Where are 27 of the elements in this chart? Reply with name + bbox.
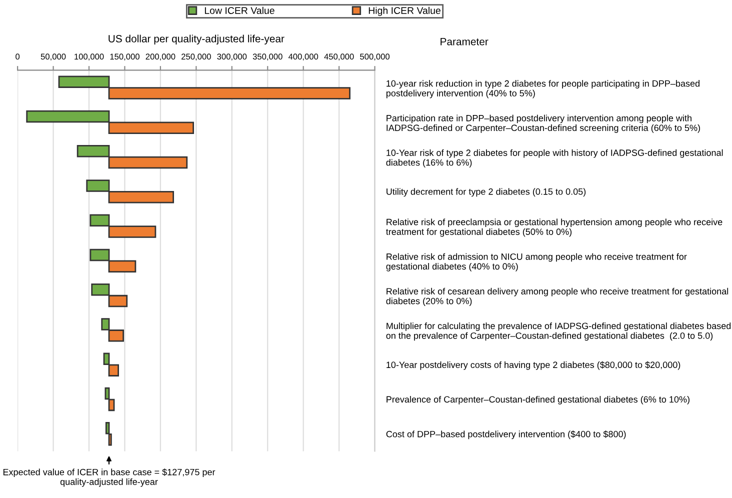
x-tick-label: 250,000 <box>182 54 211 61</box>
y-axis-title: Parameter <box>440 38 488 46</box>
x-tick-label: 200,000 <box>146 54 176 61</box>
x-tick-label: 100,000 <box>74 54 104 61</box>
x-tick-label: 500,000 <box>360 54 390 61</box>
x-tick-label: 300,000 <box>217 54 247 61</box>
x-tick-label: 350,000 <box>252 54 282 61</box>
y-tick-label: Relative risk of admission to NICU among people who receive treatment for gestational diabetes (40% to 0%) <box>386 253 687 272</box>
x-tick-label: 50,000 <box>40 54 66 61</box>
y-tick-label: Prevalence of Carpenter–Coustan-defined gestational diabetes (6% to 10%) <box>386 396 690 404</box>
y-tick-label: 10-year risk reduction in type 2 diabetes for people participating in DPP–based postdelivery intervention (40% to 5%) <box>386 80 700 98</box>
y-tick-label: Relative risk of cesarean delivery among people who receive treatment for gestational diabetes (20% to 0%) <box>386 288 728 306</box>
y-tick-label: 10-Year risk of type 2 diabetes for people with history of IADPSG-defined gestational diabetes (16% to 6%) <box>386 149 723 168</box>
y-tick-label: Cost of DPP–based postdelivery intervention ($400 to $800) <box>386 430 626 440</box>
legend-label: High ICER Value <box>368 6 440 16</box>
x-tick-label: 400,000 <box>288 54 318 61</box>
x-tick-label: 0 <box>16 54 20 60</box>
y-tick-label: Participation rate in DPP–based postdelivery intervention among people with IADPSG-defined or Carpenter–Coustan-defined screening criteria (60% to 5%) <box>386 114 700 133</box>
annotation: Expected value of ICER in base case = $127,975 per quality-adjusted life-year <box>3 468 216 487</box>
y-tick-label: Utility decrement for type 2 diabetes (0.15 to 0.05) <box>386 188 586 197</box>
y-tick-label: Multiplier for calculating the prevalence of IADPSG-defined gestational diabetes based on the prevalence of Carpenter–Coustan-defined gestational diabetes (2.0 to 5.0) <box>386 322 731 341</box>
y-tick-label: Relative risk of preeclampsia or gestational hypertension among people who receive treatment for gestational diabetes (50% to 0%) <box>386 218 722 237</box>
legend-label: Low ICER Value <box>204 6 274 14</box>
x-tick-label: 150,000 <box>110 54 140 61</box>
x-tick-label: 450,000 <box>324 54 354 61</box>
x-axis-title: US dollar per quality-adjusted life-year <box>108 34 284 44</box>
y-tick-label: 10-Year postdelivery costs of having type 2 diabetes ($80,000 to $20,000) <box>386 361 680 370</box>
